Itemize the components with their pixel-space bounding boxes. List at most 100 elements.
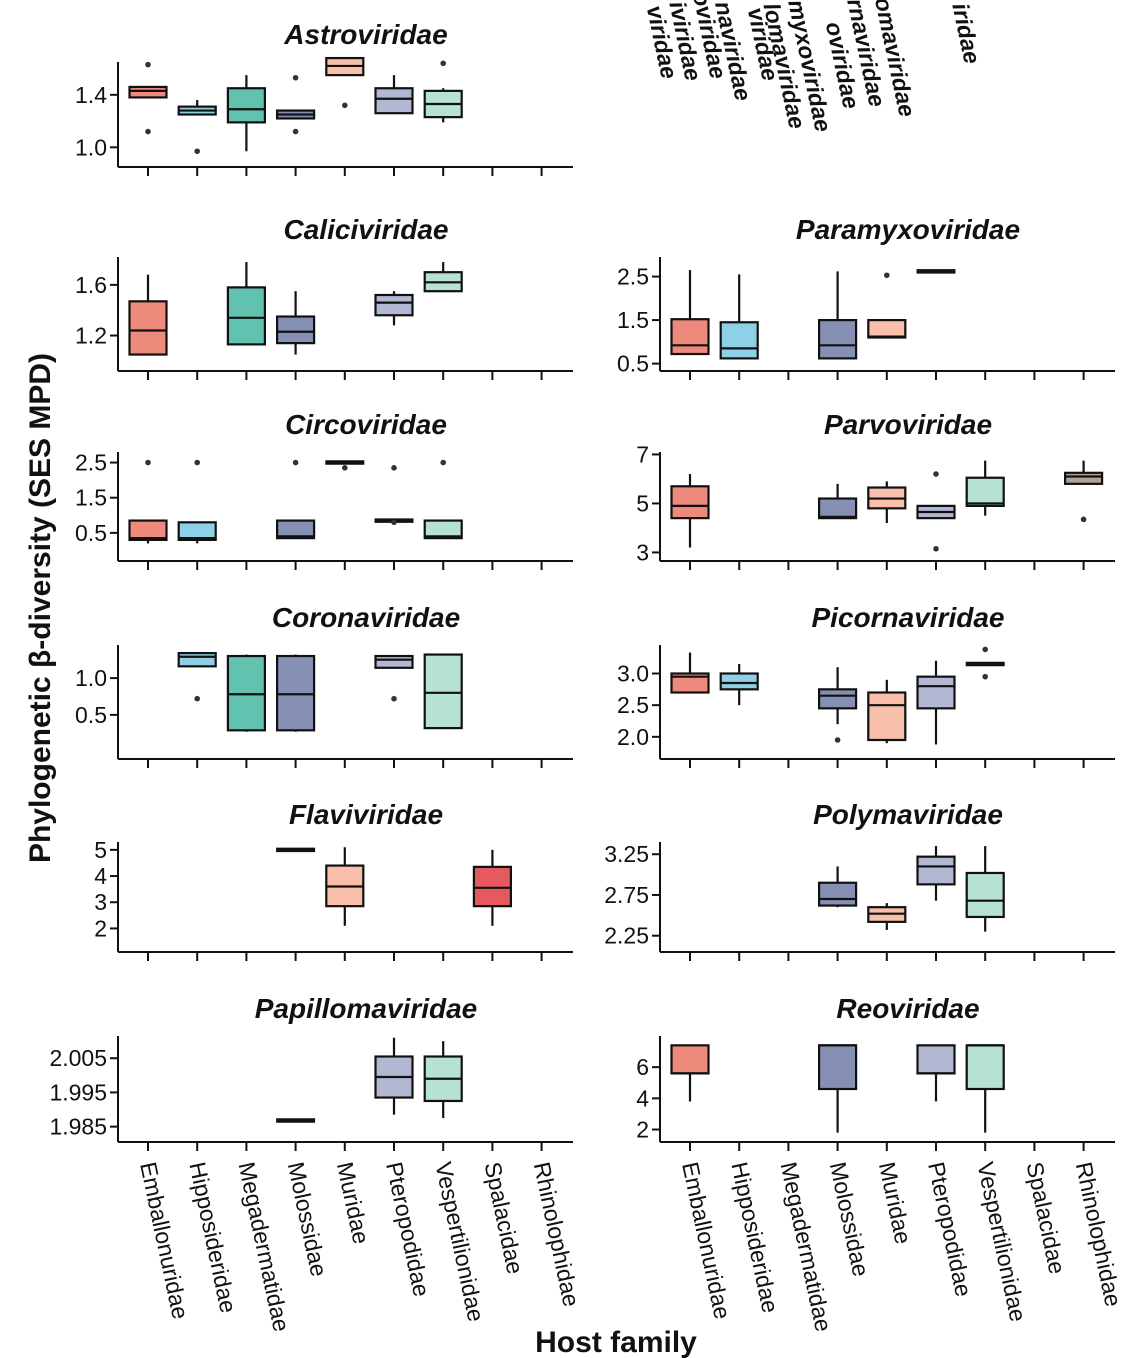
x-tick-label-pteropodidae: Pteropodidae: [923, 1160, 977, 1299]
outlier-point: [391, 465, 397, 471]
box-muridae: [325, 460, 365, 471]
iqr-box: [916, 1044, 956, 1075]
x-tick-label-muridae: Muridae: [332, 1160, 375, 1247]
panel-paramyxoviridae: Paramyxoviridae 0.5 1.5 2.5: [617, 214, 1115, 380]
box-muridae: [867, 272, 907, 339]
iqr-box: [1063, 471, 1104, 485]
y-tick-label: 0.5: [75, 520, 107, 546]
y-tick-label: 2.5: [75, 450, 107, 476]
box-pteropodidae: [916, 471, 956, 552]
box-hipposideridae: [719, 274, 759, 360]
x-tick-label-hipposideridae: Hipposideridae: [726, 1160, 783, 1315]
outlier-point: [145, 459, 151, 466]
y-tick-label: 1.2: [75, 323, 107, 349]
iqr-box: [177, 521, 217, 542]
iqr-box: [670, 672, 710, 694]
iqr-box: [177, 651, 217, 668]
y-tick-label: 1.995: [49, 1079, 107, 1105]
panel-title: Coronaviridae: [272, 602, 460, 633]
x-tick-label-megadermatidae: Megadermatidae: [234, 1160, 295, 1334]
y-tick-label: 2.0: [617, 724, 649, 750]
box-vespertilionidae: [965, 1044, 1005, 1133]
panel-reoviridae: Reoviridae 2 4 6: [636, 993, 1115, 1151]
y-tick-label: 5: [636, 490, 649, 516]
panel-parvoviridae: Parvoviridae 3 5 7: [636, 409, 1115, 570]
iqr-box: [965, 476, 1005, 507]
box-spalacidae: [472, 849, 512, 926]
iqr-box: [719, 321, 759, 360]
iqr-box: [817, 497, 858, 520]
y-tick-label: 2: [636, 1117, 649, 1143]
box-vespertilionidae: [423, 459, 463, 540]
panel-title: Flaviviridae: [289, 799, 443, 830]
outlier-point: [194, 695, 200, 702]
box-emballonuridae: [670, 474, 710, 548]
y-tick-label: 1.6: [75, 272, 107, 298]
y-tick-label: 1.5: [75, 485, 107, 511]
panel-title: Caliciviridae: [284, 214, 449, 245]
y-tick-label: 2.25: [604, 923, 649, 949]
box-molossidae: [817, 271, 858, 360]
panel-title: Paramyxoviridae: [796, 214, 1020, 245]
x-tick-label-spalacidae: Spalacidae: [1022, 1160, 1071, 1277]
box-emballonuridae: [128, 274, 168, 356]
x-tick-label-rhinolophidae: Rhinolophidae: [1071, 1160, 1127, 1309]
box-megadermatidae: [226, 262, 266, 346]
box-megadermatidae: [226, 654, 266, 732]
box-pteropodidae: [374, 1037, 414, 1115]
y-tick-label: 3: [636, 539, 649, 565]
outlier-point: [391, 519, 397, 526]
x-tick-label-pteropodidae: Pteropodidae: [381, 1160, 435, 1299]
box-vespertilionidae: [423, 60, 463, 123]
box-hipposideridae: [177, 651, 217, 702]
y-tick-label: 1.985: [49, 1114, 107, 1140]
box-vespertilionidae: [423, 1041, 463, 1119]
box-molossidae: [817, 667, 858, 743]
y-tick-label: 4: [94, 863, 107, 889]
panel-title: Parvoviridae: [824, 409, 992, 440]
y-axis-title: Phylogenetic β-diversity (SES MPD): [24, 353, 57, 863]
outlier-point: [194, 148, 200, 155]
box-molossidae: [817, 483, 858, 520]
top-clipped-labels: viridaeiviridaeoviridaenaviridaeviridael…: [642, 0, 986, 134]
box-muridae: [325, 847, 365, 926]
iqr-box: [374, 87, 414, 115]
panel-title: Astroviridae: [283, 19, 447, 50]
box-pteropodidae: [916, 846, 956, 901]
y-tick-label: 0.5: [617, 351, 649, 377]
iqr-box: [423, 653, 463, 730]
outlier-point: [884, 272, 890, 279]
y-tick-label: 5: [94, 837, 107, 863]
box-megadermatidae: [226, 75, 266, 152]
outlier-point: [933, 545, 939, 552]
iqr-box: [374, 654, 414, 669]
x-tick-label-molossidae: Molossidae: [825, 1160, 875, 1279]
box-molossidae: [276, 291, 316, 355]
iqr-box: [867, 318, 907, 339]
iqr-box: [719, 672, 759, 691]
iqr-box: [226, 87, 266, 124]
y-tick-label: 2.005: [49, 1045, 107, 1071]
iqr-box: [226, 654, 266, 732]
iqr-box: [670, 318, 710, 356]
box-pteropodidae: [374, 654, 414, 702]
y-tick-label: 7: [636, 441, 649, 467]
iqr-box: [965, 871, 1005, 919]
outlier-point: [342, 102, 348, 109]
panel-title: Picornaviridae: [812, 602, 1005, 633]
outlier-point: [145, 128, 151, 135]
box-molossidae: [817, 866, 858, 908]
box-emballonuridae: [670, 652, 710, 694]
y-tick-label: 6: [636, 1054, 649, 1080]
iqr-box: [916, 675, 956, 710]
y-tick-label: 3.0: [617, 661, 649, 687]
y-tick-label: 2.5: [617, 692, 649, 718]
iqr-box: [817, 1044, 858, 1091]
iqr-box: [423, 519, 463, 540]
outlier-point: [933, 471, 939, 477]
box-vespertilionidae: [423, 653, 463, 730]
x-tick-label-hipposideridae: Hipposideridae: [184, 1160, 241, 1315]
x-tick-label-spalacidae: Spalacidae: [480, 1160, 529, 1277]
